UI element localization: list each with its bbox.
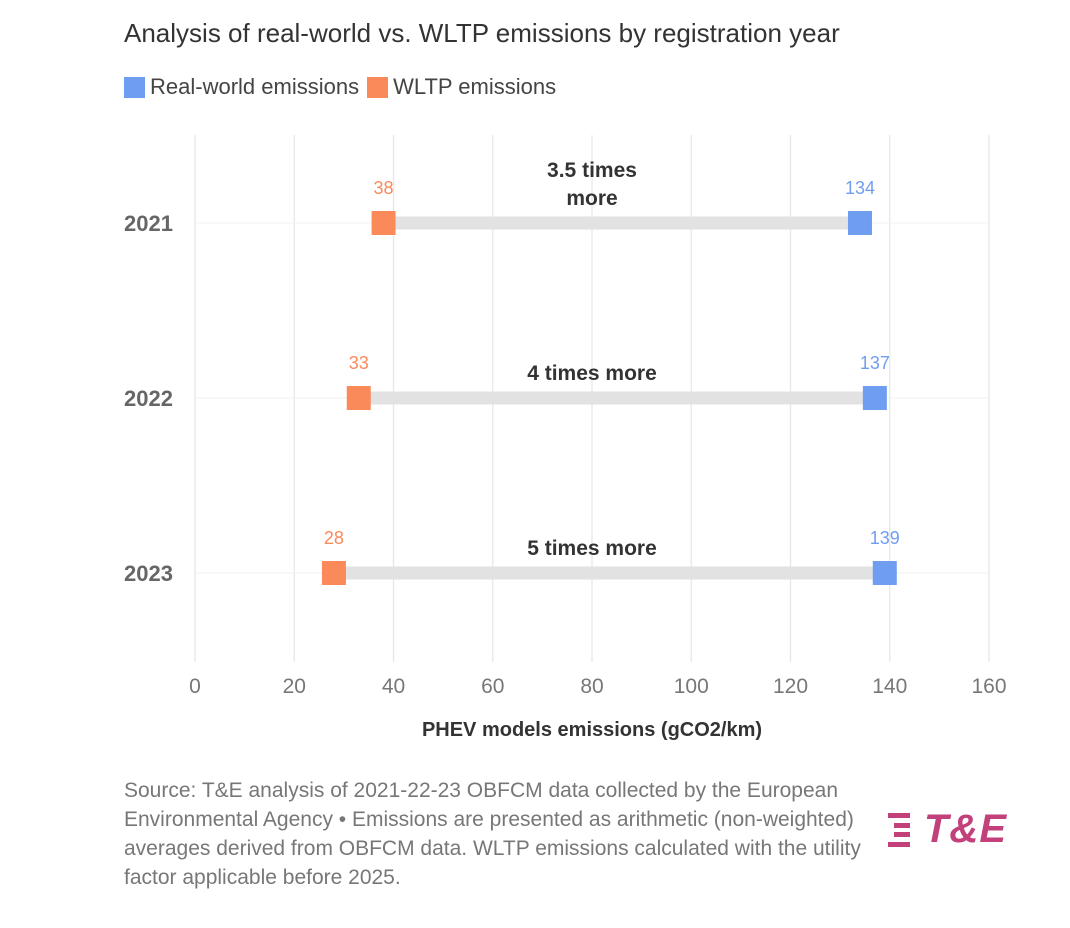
source-note: Source: T&E analysis of 2021-22-23 OBFCM… xyxy=(124,779,861,889)
ratio-annotation: 3.5 times xyxy=(547,159,637,182)
x-axis-title: PHEV models emissions (gCO2/km) xyxy=(422,719,762,741)
logo-text: T&E xyxy=(924,807,1007,851)
wltp-value-label: 38 xyxy=(374,178,394,198)
wltp-value-label: 28 xyxy=(324,528,344,548)
x-tick-label: 0 xyxy=(189,675,201,698)
te-logo: T&E xyxy=(884,807,1019,852)
x-tick-label: 140 xyxy=(872,675,907,698)
wltp-marker xyxy=(371,211,396,235)
real-world-marker xyxy=(862,386,887,410)
legend-swatch-wltp xyxy=(367,76,389,98)
legend-label-wltp: WLTP emissions xyxy=(393,74,557,99)
x-tick-label: 40 xyxy=(382,675,405,698)
real-world-value-label: 134 xyxy=(845,178,875,198)
x-tick-label: 120 xyxy=(773,675,808,698)
ratio-annotation: 5 times more xyxy=(527,537,657,560)
x-tick-label: 20 xyxy=(283,675,306,698)
wltp-value-label: 33 xyxy=(349,353,369,373)
y-category-label: 2021 xyxy=(124,211,173,236)
ratio-annotation: more xyxy=(566,187,617,210)
x-tick-label: 160 xyxy=(971,675,1006,698)
legend-label-real-world: Real-world emissions xyxy=(150,74,360,99)
x-tick-label: 60 xyxy=(481,675,504,698)
chart-title: Analysis of real-world vs. WLTP emission… xyxy=(124,18,840,48)
wltp-marker xyxy=(346,386,371,410)
legend-item-real-world[interactable]: Real-world emissions xyxy=(124,74,359,100)
y-category-label: 2022 xyxy=(124,386,173,411)
ratio-annotation: 4 times more xyxy=(527,362,657,385)
y-category-label: 2023 xyxy=(124,561,173,586)
real-world-marker xyxy=(872,561,897,585)
x-tick-label: 100 xyxy=(674,675,709,698)
real-world-value-label: 139 xyxy=(870,528,900,548)
legend: Real-world emissions WLTP emissions xyxy=(124,74,564,100)
real-world-marker xyxy=(847,211,872,235)
dumbbell-chart: 0 20 40 60 80 100 120 140 160 PHEV models emissio… xyxy=(124,135,1007,741)
wltp-marker xyxy=(321,561,346,585)
legend-item-wltp[interactable]: WLTP emissions xyxy=(367,74,556,100)
real-world-value-label: 137 xyxy=(860,353,890,373)
legend-swatch-real-world xyxy=(124,76,145,98)
x-tick-label: 80 xyxy=(580,675,603,698)
